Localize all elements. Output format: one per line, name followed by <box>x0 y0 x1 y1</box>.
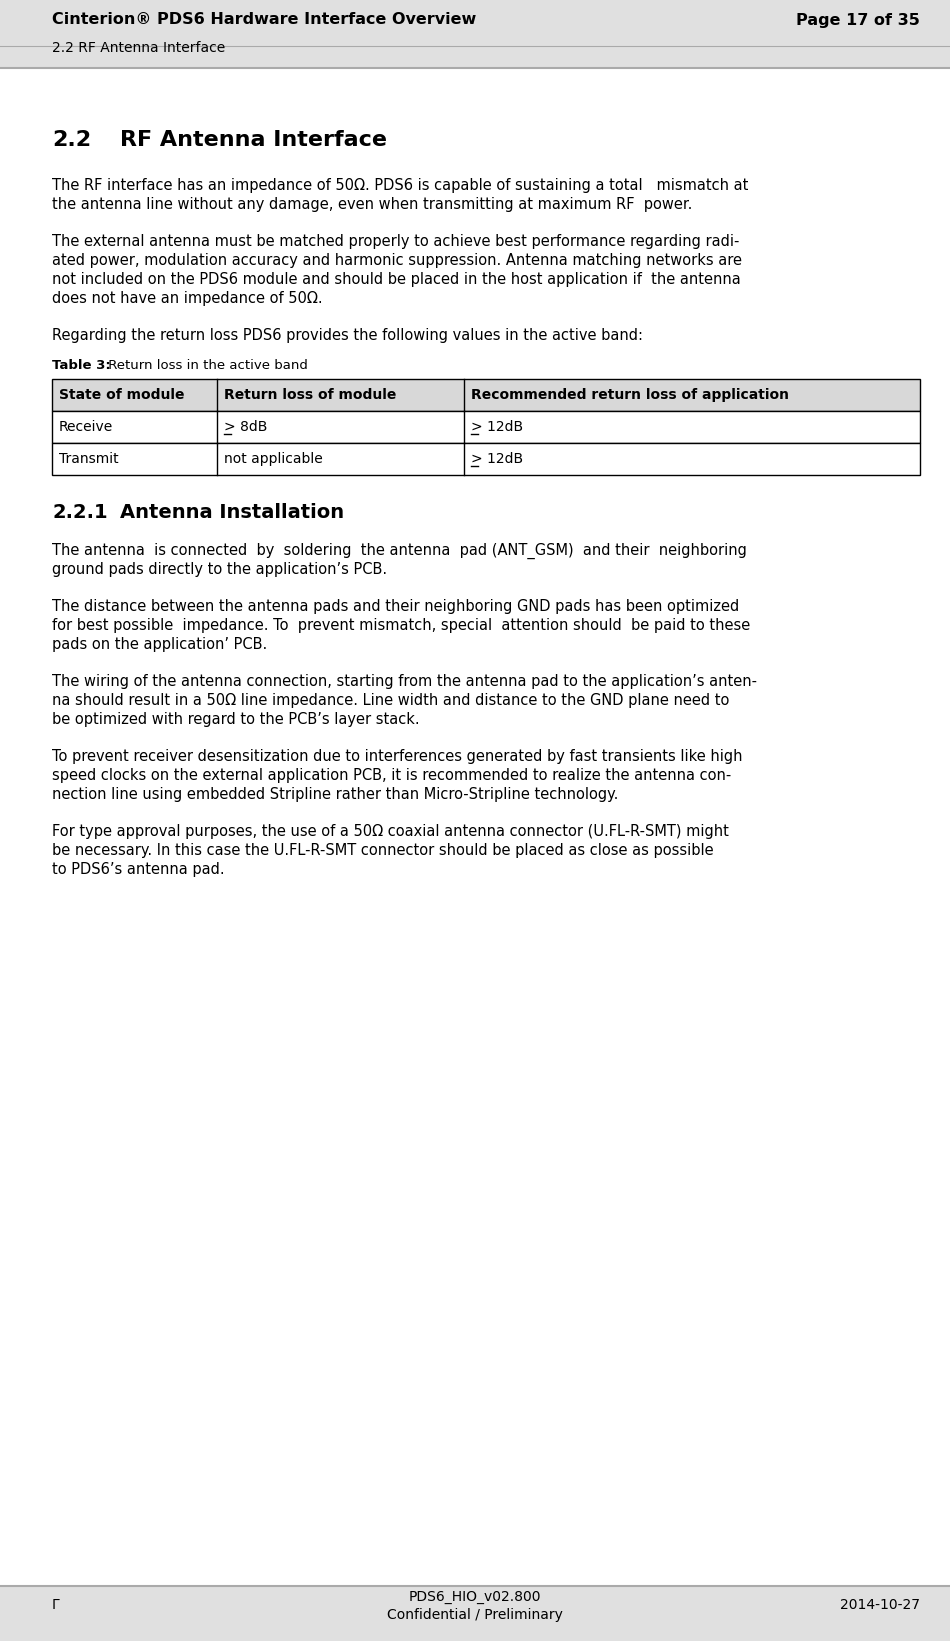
Text: The external antenna must be matched properly to achieve best performance regard: The external antenna must be matched pro… <box>52 235 739 249</box>
Text: ground pads directly to the application’s PCB.: ground pads directly to the application’… <box>52 561 388 578</box>
Text: Receive: Receive <box>59 420 113 433</box>
Text: 2.2.1: 2.2.1 <box>52 504 107 522</box>
Text: be necessary. In this case the U.FL-R-SMT connector should be placed as close as: be necessary. In this case the U.FL-R-SM… <box>52 843 713 858</box>
Text: 2014-10-27: 2014-10-27 <box>840 1598 920 1611</box>
Text: 2.2 RF Antenna Interface: 2.2 RF Antenna Interface <box>52 41 225 56</box>
Text: Transmit: Transmit <box>59 451 119 466</box>
Text: The antenna  is connected  by  soldering  the antenna  pad (ANT_GSM)  and their : The antenna is connected by soldering th… <box>52 543 747 560</box>
Text: does not have an impedance of 50Ω.: does not have an impedance of 50Ω. <box>52 290 323 305</box>
Text: > 12dB: > 12dB <box>471 420 523 433</box>
Text: > 12dB: > 12dB <box>471 451 523 466</box>
Text: The RF interface has an impedance of 50Ω. PDS6 is capable of sustaining a total : The RF interface has an impedance of 50Ω… <box>52 177 749 194</box>
Text: State of module: State of module <box>59 387 184 402</box>
Bar <box>52 379 920 410</box>
Text: To prevent receiver desensitization due to interferences generated by fast trans: To prevent receiver desensitization due … <box>52 748 743 765</box>
Text: Confidential / Preliminary: Confidential / Preliminary <box>387 1608 563 1623</box>
Bar <box>0 0 950 67</box>
Bar <box>52 410 920 443</box>
Bar <box>0 1585 950 1641</box>
Text: The wiring of the antenna connection, starting from the antenna pad to the appli: The wiring of the antenna connection, st… <box>52 674 757 689</box>
Text: Γ: Γ <box>52 1598 60 1611</box>
Text: pads on the application’ PCB.: pads on the application’ PCB. <box>52 637 267 651</box>
Bar <box>52 443 920 474</box>
Text: for best possible  impedance. To  prevent mismatch, special  attention should  b: for best possible impedance. To prevent … <box>52 619 750 633</box>
Text: na should result in a 50Ω line impedance. Line width and distance to the GND pla: na should result in a 50Ω line impedance… <box>52 693 730 707</box>
Text: speed clocks on the external application PCB, it is recommended to realize the a: speed clocks on the external application… <box>52 768 732 783</box>
Text: Return loss of module: Return loss of module <box>224 387 396 402</box>
Text: > 8dB: > 8dB <box>224 420 267 433</box>
Text: nection line using embedded Stripline rather than Micro-Stripline technology.: nection line using embedded Stripline ra… <box>52 788 618 802</box>
Text: Return loss in the active band: Return loss in the active band <box>104 359 308 373</box>
Text: not applicable: not applicable <box>224 451 323 466</box>
Text: The distance between the antenna pads and their neighboring GND pads has been op: The distance between the antenna pads an… <box>52 599 739 614</box>
Text: Page 17 of 35: Page 17 of 35 <box>796 13 920 28</box>
Text: PDS6_HIO_v02.800: PDS6_HIO_v02.800 <box>408 1590 542 1605</box>
Text: Antenna Installation: Antenna Installation <box>120 504 344 522</box>
Text: For type approval purposes, the use of a 50Ω coaxial antenna connector (U.FL-R-S: For type approval purposes, the use of a… <box>52 824 729 839</box>
Text: Recommended return loss of application: Recommended return loss of application <box>471 387 789 402</box>
Text: Cinterion® PDS6 Hardware Interface Overview: Cinterion® PDS6 Hardware Interface Overv… <box>52 13 476 28</box>
Text: not included on the PDS6 module and should be placed in the host application if : not included on the PDS6 module and shou… <box>52 272 741 287</box>
Text: Regarding the return loss PDS6 provides the following values in the active band:: Regarding the return loss PDS6 provides … <box>52 328 643 343</box>
Text: 2.2: 2.2 <box>52 130 91 149</box>
Text: to PDS6’s antenna pad.: to PDS6’s antenna pad. <box>52 862 224 876</box>
Text: the antenna line without any damage, even when transmitting at maximum RF  power: the antenna line without any damage, eve… <box>52 197 693 212</box>
Text: be optimized with regard to the PCB’s layer stack.: be optimized with regard to the PCB’s la… <box>52 712 420 727</box>
Text: RF Antenna Interface: RF Antenna Interface <box>120 130 387 149</box>
Text: Table 3:: Table 3: <box>52 359 111 373</box>
Text: ated power, modulation accuracy and harmonic suppression. Antenna matching netwo: ated power, modulation accuracy and harm… <box>52 253 742 267</box>
